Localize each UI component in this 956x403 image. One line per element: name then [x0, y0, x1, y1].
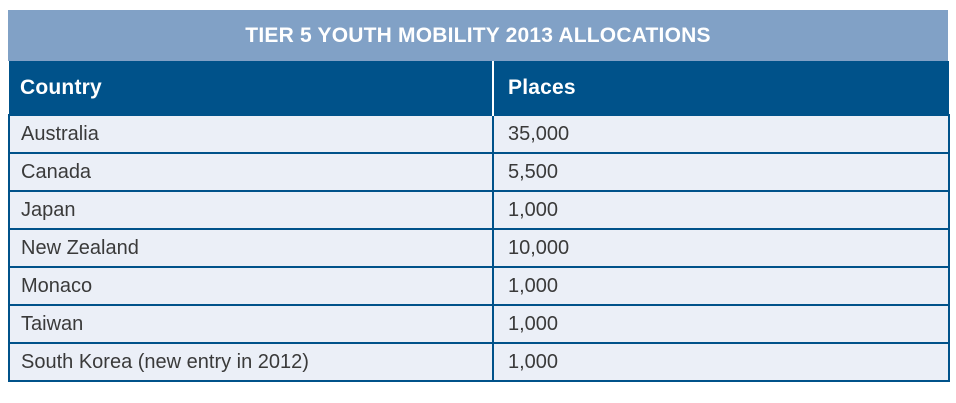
table-header: Country Places: [9, 61, 949, 115]
places-cell: 10,000: [492, 228, 950, 268]
table-row: Canada 5,500: [8, 152, 950, 192]
country-cell: Canada: [8, 152, 494, 192]
column-header-places: Places: [492, 61, 949, 115]
table-row: Monaco 1,000: [8, 266, 950, 306]
allocations-table: Country Places Australia 35,000 Canada 5…: [8, 61, 950, 382]
country-cell: New Zealand: [8, 228, 494, 268]
table-row: South Korea (new entry in 2012) 1,000: [8, 342, 950, 382]
country-cell: South Korea (new entry in 2012): [8, 342, 494, 382]
table-row: Australia 35,000: [8, 114, 950, 154]
places-cell: 1,000: [492, 190, 950, 230]
table-body: Australia 35,000 Canada 5,500 Japan 1,00…: [8, 114, 950, 382]
table-row: Japan 1,000: [8, 190, 950, 230]
country-cell: Japan: [8, 190, 494, 230]
table-title-bar: TIER 5 YOUTH MOBILITY 2013 ALLOCATIONS: [8, 10, 948, 61]
header-row: Country Places: [9, 61, 949, 115]
column-header-country: Country: [9, 61, 493, 115]
table-row: New Zealand 10,000: [8, 228, 950, 268]
allocations-table-container: TIER 5 YOUTH MOBILITY 2013 ALLOCATIONS C…: [8, 10, 950, 382]
places-cell: 1,000: [492, 304, 950, 344]
table-row: Taiwan 1,000: [8, 304, 950, 344]
places-cell: 1,000: [492, 266, 950, 306]
country-cell: Taiwan: [8, 304, 494, 344]
places-cell: 1,000: [492, 342, 950, 382]
table-title: TIER 5 YOUTH MOBILITY 2013 ALLOCATIONS: [245, 23, 711, 47]
places-cell: 5,500: [492, 152, 950, 192]
places-cell: 35,000: [492, 114, 950, 154]
country-cell: Monaco: [8, 266, 494, 306]
country-cell: Australia: [8, 114, 494, 154]
